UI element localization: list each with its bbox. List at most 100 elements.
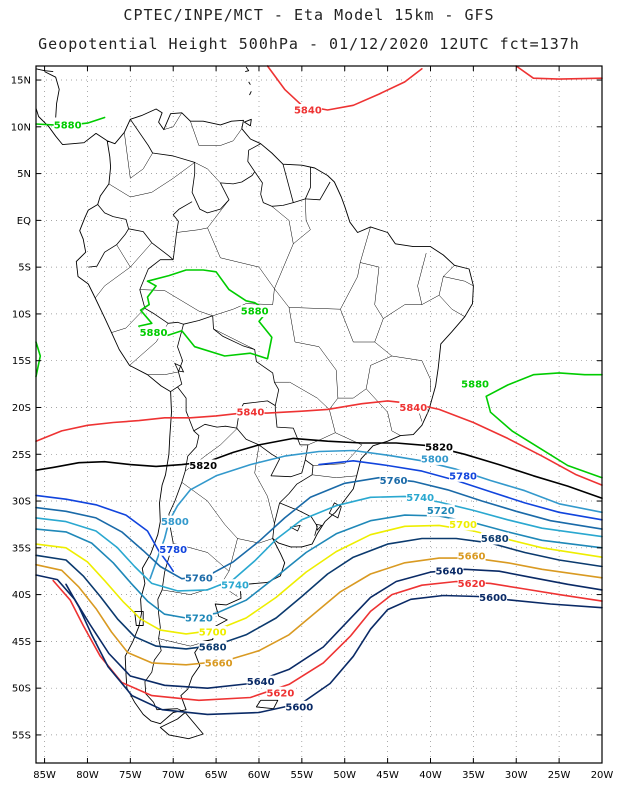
state-border-6 — [274, 198, 311, 289]
contour-5820-7 — [35, 437, 603, 499]
contour-label-5840: 5840 — [399, 403, 427, 414]
state-border-9 — [307, 432, 336, 446]
lake-outline-0 — [174, 362, 185, 373]
country-border-8 — [172, 201, 193, 260]
lat-label-30S: 30S — [12, 497, 31, 508]
lat-label-20S: 20S — [12, 403, 31, 414]
contour-5760-11 — [35, 476, 603, 580]
contour-label-bg-14 — [184, 571, 213, 584]
contour-label-5880: 5880 — [241, 307, 269, 318]
contour-label-bg-10 — [160, 515, 189, 528]
lon-label-75W: 75W — [119, 770, 142, 781]
contour-label-5780: 5780 — [449, 471, 477, 482]
contour-label-bg-0 — [53, 118, 82, 131]
state-border-32 — [111, 308, 146, 333]
contour-label-5880: 5880 — [461, 380, 489, 391]
lon-label-30W: 30W — [505, 770, 528, 781]
contour-label-bg-24 — [204, 656, 233, 669]
contour-5740-12 — [35, 495, 603, 592]
state-border-5 — [212, 288, 275, 317]
state-border-35 — [108, 162, 195, 198]
contour-5640-17 — [35, 568, 603, 689]
state-border-10 — [340, 226, 371, 310]
lat-label-10N: 10N — [11, 122, 31, 133]
contour-label-5660: 5660 — [205, 658, 233, 669]
contour-label-5880: 5880 — [54, 120, 82, 131]
contour-label-bg-6 — [399, 401, 428, 414]
contour-label-bg-25 — [435, 565, 464, 578]
contour-label-5720: 5720 — [427, 506, 455, 517]
country-border-12 — [279, 459, 314, 504]
lat-label-EQ: EQ — [17, 216, 31, 227]
contour-5780-9 — [35, 494, 174, 572]
state-border-4 — [213, 328, 255, 350]
country-border-4 — [88, 204, 129, 268]
contour-label-5600: 5600 — [285, 702, 313, 713]
country-border-11 — [274, 405, 309, 460]
state-border-34 — [147, 371, 179, 375]
lon-label-60W: 60W — [248, 770, 271, 781]
contour-5780-10 — [318, 460, 603, 521]
lat-label-10S: 10S — [12, 309, 31, 320]
contour-5880-1 — [138, 269, 273, 360]
contour-label-5820: 5820 — [425, 442, 453, 453]
lon-label-35W: 35W — [462, 770, 485, 781]
contour-5880-3 — [485, 372, 603, 479]
country-border-1 — [254, 164, 294, 207]
state-border-21 — [312, 474, 357, 478]
state-border-3 — [274, 288, 341, 310]
contour-label-5760: 5760 — [185, 573, 213, 584]
lon-label-50W: 50W — [333, 770, 356, 781]
contour-5840-6 — [35, 400, 603, 486]
contour-label-bg-5 — [236, 406, 265, 419]
contour-label-5700: 5700 — [199, 628, 227, 639]
lon-label-45W: 45W — [376, 770, 399, 781]
contour-label-bg-8 — [189, 459, 218, 472]
coastline-2 — [35, 107, 108, 146]
contour-5700-14 — [35, 524, 603, 635]
coastline-10 — [245, 66, 250, 73]
state-border-36 — [124, 132, 153, 179]
contour-label-bg-28 — [266, 686, 295, 699]
contour-label-5840: 5840 — [294, 106, 322, 117]
state-border-13 — [383, 253, 427, 319]
contour-label-5720: 5720 — [185, 614, 213, 625]
contour-label-5640: 5640 — [435, 567, 463, 578]
contour-label-bg-22 — [198, 641, 227, 653]
contour-label-bg-18 — [184, 612, 213, 624]
contour-label-bg-7 — [425, 440, 454, 453]
contour-label-bg-9 — [420, 452, 449, 465]
lake-outline-3 — [289, 524, 301, 532]
lat-label-50S: 50S — [12, 684, 31, 695]
lon-label-65W: 65W — [205, 770, 228, 781]
lat-label-45S: 45S — [12, 637, 31, 648]
lat-label-5N: 5N — [17, 169, 31, 180]
contour-label-5840: 5840 — [236, 408, 264, 419]
coastline-12 — [249, 91, 252, 96]
contour-label-5600: 5600 — [479, 593, 507, 604]
lat-label-5S: 5S — [18, 263, 31, 274]
contour-label-5740: 5740 — [221, 581, 249, 592]
state-border-7 — [288, 307, 339, 410]
map-frame — [35, 65, 603, 764]
coastline-11 — [248, 81, 251, 85]
state-border-2 — [207, 227, 275, 289]
contour-label-5800: 5800 — [161, 517, 189, 528]
contour-label-5800: 5800 — [421, 454, 449, 465]
contour-label-5660: 5660 — [458, 552, 486, 563]
state-border-29 — [254, 444, 275, 524]
contour-5840-4 — [266, 65, 423, 111]
state-border-38 — [194, 162, 221, 184]
contour-5600-19 — [65, 583, 603, 716]
state-border-11 — [360, 262, 384, 319]
map-title-line-1: CPTEC/INPE/MCT - Eta Model 15km - GFS — [123, 6, 495, 24]
country-border-6 — [139, 259, 184, 392]
map-title-line-2: Geopotential Height 500hPa - 01/12/2020 … — [38, 35, 580, 53]
state-border-39 — [271, 206, 294, 244]
contour-label-bg-15 — [406, 491, 435, 504]
lon-label-55W: 55W — [290, 770, 313, 781]
coastline-1 — [159, 712, 204, 740]
coastline-7 — [255, 699, 279, 710]
contour-label-bg-21 — [480, 532, 509, 545]
